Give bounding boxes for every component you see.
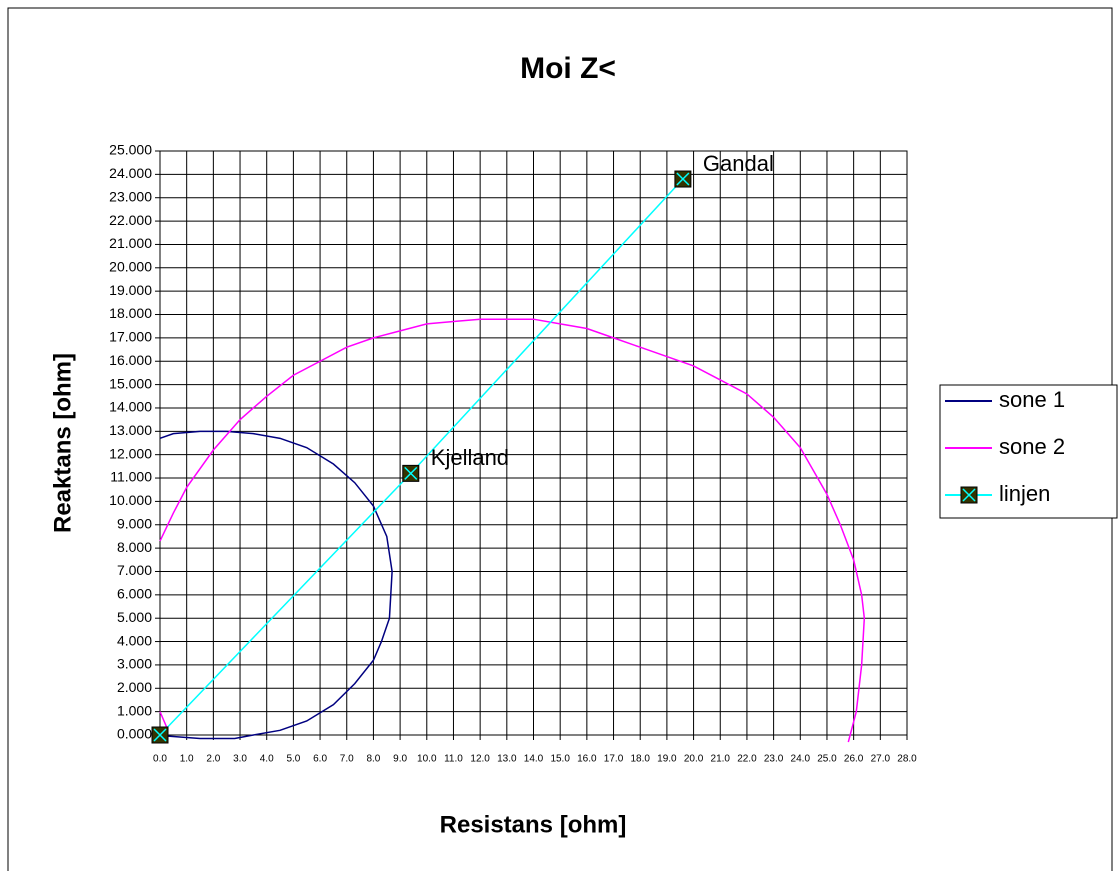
x-tick-label: 6.0 [313, 754, 327, 765]
x-tick-label: 9.0 [393, 754, 407, 765]
y-tick-label: 2.000 [117, 679, 152, 695]
y-tick-label: 1.000 [117, 702, 152, 718]
point-label: Gandal [703, 151, 774, 176]
x-tick-label: 28.0 [897, 754, 917, 765]
y-tick-label: 3.000 [117, 656, 152, 672]
x-tick-label: 19.0 [657, 754, 677, 765]
y-tick-label: 21.000 [109, 235, 152, 251]
plot-border [159, 150, 908, 736]
y-tick-label: 11.000 [110, 469, 152, 485]
x-tick-label: 18.0 [630, 754, 650, 765]
x-tick-label: 16.0 [577, 754, 597, 765]
point-label: Kjelland [431, 445, 509, 470]
point-marker-x [676, 172, 690, 186]
x-tick-label: 27.0 [871, 754, 891, 765]
y-tick-label: 17.000 [109, 329, 152, 345]
legend-label: linjen [999, 481, 1050, 506]
y-tick-label: 23.000 [109, 188, 152, 204]
y-tick-label: 5.000 [117, 609, 152, 625]
x-tick-label: 25.0 [817, 754, 837, 765]
x-tick-label: 26.0 [844, 754, 864, 765]
x-tick-label: 14.0 [524, 754, 544, 765]
y-tick-label: 12.000 [109, 445, 152, 461]
x-tick-label: 20.0 [684, 754, 704, 765]
x-tick-label: 21.0 [711, 754, 731, 765]
y-tick-label: 15.000 [109, 375, 152, 391]
y-tick-label: 19.000 [109, 282, 152, 298]
x-tick-label: 5.0 [286, 754, 300, 765]
x-tick-label: 15.0 [550, 754, 570, 765]
x-tick-label: 12.0 [470, 754, 490, 765]
y-tick-label: 6.000 [117, 586, 152, 602]
x-tick-label: 22.0 [737, 754, 757, 765]
x-tick-label: 7.0 [340, 754, 354, 765]
point-marker-x [404, 466, 418, 480]
x-tick-label: 8.0 [366, 754, 380, 765]
y-tick-label: 18.000 [109, 305, 152, 321]
y-tick-label: 25.000 [109, 142, 152, 158]
y-tick-label: 10.000 [109, 492, 152, 508]
chart-title: Moi Z< [520, 52, 616, 85]
y-axis-label: Reaktans [ohm] [49, 353, 76, 533]
y-tick-label: 22.000 [109, 212, 152, 228]
x-tick-label: 10.0 [417, 754, 437, 765]
y-tick-label: 16.000 [109, 352, 152, 368]
legend-marker-x [962, 488, 976, 502]
y-tick-label: 4.000 [117, 632, 152, 648]
x-tick-label: 23.0 [764, 754, 784, 765]
y-tick-label: 8.000 [117, 539, 152, 555]
y-tick-label: 13.000 [109, 422, 152, 438]
x-tick-label: 24.0 [791, 754, 811, 765]
x-tick-label: 13.0 [497, 754, 517, 765]
x-tick-label: 3.0 [233, 754, 247, 765]
series-line [159, 430, 393, 740]
x-tick-label: 11.0 [444, 754, 463, 765]
legend-label: sone 1 [999, 387, 1065, 412]
y-tick-label: 7.000 [117, 562, 152, 578]
y-tick-label: 20.000 [109, 259, 152, 275]
x-axis-label: Resistans [ohm] [440, 811, 627, 838]
x-tick-label: 2.0 [206, 754, 220, 765]
y-tick-label: 14.000 [109, 399, 152, 415]
x-tick-label: 4.0 [260, 754, 274, 765]
legend-label: sone 2 [999, 434, 1065, 459]
y-tick-label: 0.000 [117, 726, 152, 742]
x-tick-label: 17.0 [604, 754, 624, 765]
x-tick-label: 0.0 [153, 754, 167, 765]
point-marker-x [153, 728, 167, 742]
x-tick-label: 1.0 [180, 754, 194, 765]
y-tick-label: 24.000 [109, 165, 152, 181]
y-tick-label: 9.000 [117, 515, 152, 531]
